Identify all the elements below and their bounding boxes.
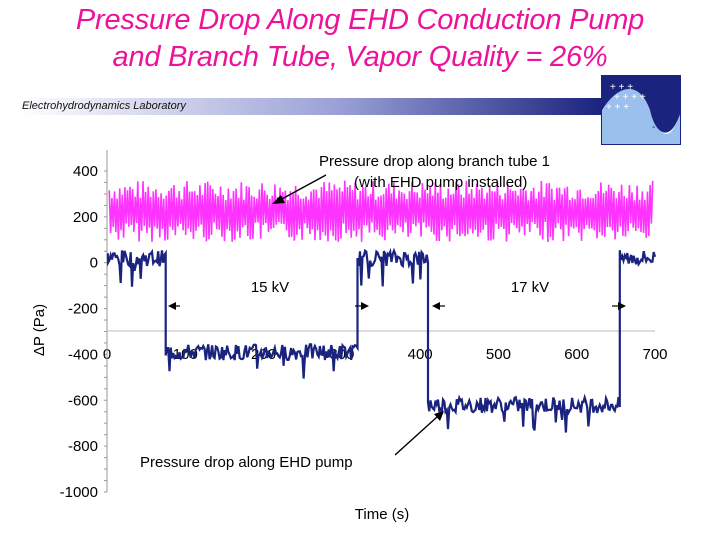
arrowhead-17kv-left (432, 302, 440, 310)
slide-title: Pressure Drop Along EHD Conduction Pump … (0, 2, 720, 76)
svg-text:+ + +: + + + (610, 82, 633, 93)
pump-series-label: Pressure drop along EHD pump (140, 454, 353, 471)
slide-title-line-1: Pressure Drop Along EHD Conduction Pump (75, 4, 645, 36)
arrowhead-15kv-left (168, 302, 176, 310)
y-tick-label: -1000 (60, 484, 98, 501)
y-tick-label: 400 (73, 163, 98, 180)
svg-text:+ + +: + + + (606, 102, 629, 113)
label-17kv: 17 kV (511, 279, 549, 296)
branch-tube-series-line (108, 180, 654, 243)
y-tick-label: -600 (68, 392, 98, 409)
ehd-pump-series-line (106, 247, 657, 433)
y-tick-label: -800 (68, 438, 98, 455)
svg-text:- -: - - (652, 122, 661, 133)
branch-annotation-arrow (279, 174, 327, 201)
y-tick-label: -400 (68, 346, 98, 363)
header-banner (18, 98, 602, 115)
branch-series-label: Pressure drop along branch tube 1 (319, 153, 550, 170)
pump-arrow-head (434, 411, 444, 421)
arrowhead-17kv-right (618, 302, 626, 310)
x-axis-label: Time (s) (355, 506, 409, 523)
y-axis-label: ΔP (Pa) (31, 304, 48, 356)
svg-text:- - -: - - - (656, 108, 672, 119)
arrowhead-15kv-right (361, 302, 369, 310)
branch-arrow-head (272, 195, 285, 204)
lab-logo-icon: + + ++ + + ++ + + - -- - -- - (601, 75, 681, 145)
y-axis-ticks: 400 200 0 -200 -400 -600 -800 -1000 (60, 163, 107, 501)
svg-text:+ + + +: + + + + (614, 92, 646, 103)
y-tick-label: 0 (90, 255, 98, 272)
lab-name: Electrohydrodynamics Laboratory (22, 100, 186, 112)
svg-text:- -: - - (650, 96, 659, 107)
x-tick-label: 600 (564, 346, 589, 363)
x-tick-label: 500 (486, 346, 511, 363)
y-tick-label: 200 (73, 209, 98, 226)
branch-series-note: (with EHD pump installed) (354, 174, 527, 191)
x-tick-label: 700 (642, 346, 667, 363)
slide-title-line-2: and Branch Tube, Vapor Quality = 26% (112, 41, 608, 73)
label-15kv: 15 kV (251, 279, 289, 296)
pump-annotation-arrow (394, 416, 438, 456)
x-tick-label: 400 (408, 346, 433, 363)
y-tick-label: -200 (68, 301, 98, 318)
